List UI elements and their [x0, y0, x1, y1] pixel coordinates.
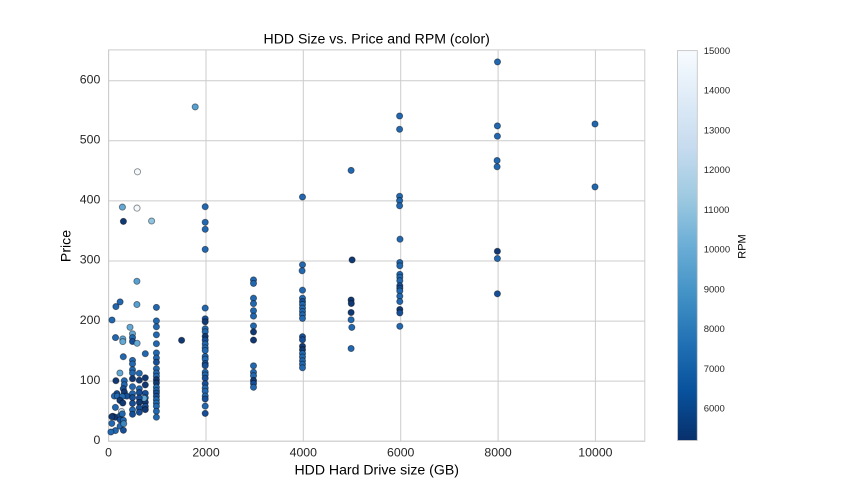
svg-text:300: 300	[80, 253, 101, 267]
svg-text:500: 500	[80, 133, 101, 147]
svg-text:10000: 10000	[578, 446, 612, 460]
svg-text:11000: 11000	[704, 205, 730, 216]
svg-text:12000: 12000	[704, 165, 730, 176]
svg-text:200: 200	[80, 313, 101, 327]
svg-text:HDD Size vs. Price and RPM (co: HDD Size vs. Price and RPM (color)	[264, 31, 490, 47]
svg-text:10000: 10000	[704, 245, 730, 256]
svg-text:6000: 6000	[387, 446, 415, 460]
svg-text:9000: 9000	[704, 284, 725, 295]
svg-text:7000: 7000	[704, 364, 725, 375]
svg-text:100: 100	[80, 373, 101, 387]
svg-text:6000: 6000	[704, 404, 725, 415]
svg-text:15000: 15000	[704, 46, 730, 57]
svg-text:13000: 13000	[704, 125, 730, 136]
svg-text:0: 0	[93, 433, 100, 447]
svg-text:4000: 4000	[290, 446, 318, 460]
svg-text:HDD Hard Drive size (GB): HDD Hard Drive size (GB)	[294, 461, 458, 477]
svg-text:600: 600	[80, 73, 101, 87]
svg-text:14000: 14000	[704, 86, 730, 97]
svg-text:400: 400	[80, 193, 101, 207]
svg-text:8000: 8000	[704, 324, 725, 335]
svg-text:0: 0	[105, 446, 112, 460]
svg-text:2000: 2000	[192, 446, 220, 460]
svg-text:Price: Price	[58, 230, 74, 262]
svg-text:RPM: RPM	[737, 234, 749, 258]
svg-text:8000: 8000	[484, 446, 512, 460]
